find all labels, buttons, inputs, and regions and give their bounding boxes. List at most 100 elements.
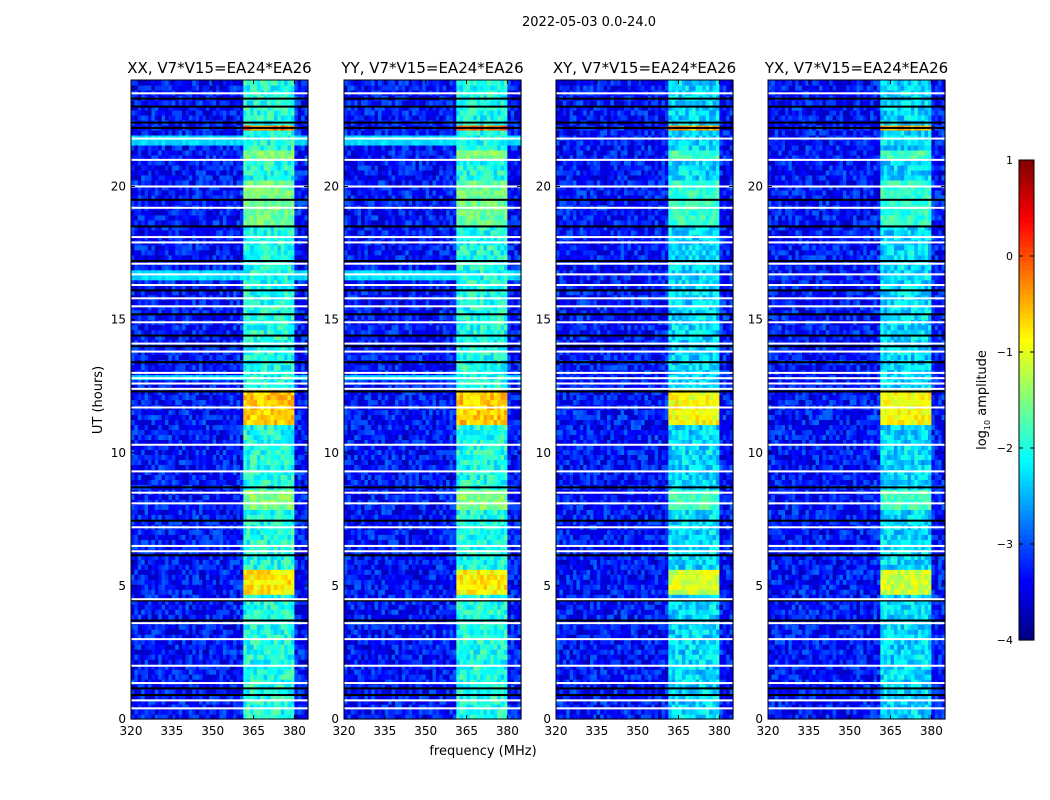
heatmap-cell: [280, 454, 285, 460]
heatmap-cell: [294, 474, 299, 480]
heatmap-cell: [158, 654, 163, 660]
heatmap-cell: [158, 424, 163, 431]
heatmap-cell: [168, 274, 173, 281]
heatmap-cell: [202, 284, 207, 291]
heatmap-cell: [168, 289, 173, 296]
heatmap-cell: [182, 309, 187, 316]
heatmap-cell: [216, 479, 221, 485]
heatmap-cell: [171, 659, 176, 665]
heatmap-cell: [178, 664, 183, 670]
heatmap-cell: [192, 694, 197, 700]
heatmap-cell: [253, 474, 258, 480]
heatmap-cell: [171, 279, 176, 286]
heatmap-cell: [171, 574, 176, 580]
heatmap-cell: [144, 499, 149, 505]
heatmap-cell: [154, 589, 159, 595]
heatmap-cell: [192, 309, 197, 316]
heatmap-cell: [195, 394, 200, 401]
heatmap-cell: [226, 244, 231, 251]
heatmap-cell: [294, 479, 299, 485]
heatmap-cell: [212, 519, 217, 525]
heatmap-cell: [212, 614, 217, 620]
heatmap-cell: [294, 599, 299, 605]
heatmap-cell: [205, 329, 210, 336]
heatmap-cell: [263, 714, 268, 720]
heatmap-cell: [199, 609, 204, 615]
heatmap-cell: [151, 669, 156, 675]
heatmap-cell: [141, 379, 146, 386]
heatmap-cell: [134, 599, 139, 605]
heatmap-cell: [148, 689, 153, 695]
heatmap-cell: [219, 644, 224, 650]
heatmap-cell: [202, 629, 207, 635]
heatmap-cell: [161, 529, 166, 535]
heatmap-cell: [277, 709, 282, 715]
heatmap-cell: [134, 334, 139, 341]
heatmap-cell: [148, 684, 153, 690]
heatmap-cell: [161, 594, 166, 600]
heatmap-cell: [236, 434, 241, 441]
heatmap-cell: [263, 409, 268, 416]
heatmap-cell: [239, 674, 244, 680]
heatmap-cell: [253, 569, 258, 575]
heatmap-cell: [137, 649, 142, 655]
heatmap-cell: [131, 659, 135, 665]
heatmap-cell: [209, 334, 214, 341]
heatmap-cell: [154, 609, 159, 615]
heatmap-cell: [304, 614, 309, 620]
heatmap-cell: [263, 699, 268, 705]
heatmap-cell: [158, 459, 163, 465]
heatmap-cell: [267, 599, 272, 605]
heatmap-cell: [290, 499, 295, 505]
heatmap-cell: [175, 474, 180, 480]
heatmap-cell: [287, 674, 292, 680]
heatmap-cell: [250, 364, 255, 371]
heatmap-cell: [246, 504, 251, 510]
heatmap-cell: [148, 399, 153, 406]
heatmap-cell: [161, 459, 166, 465]
heatmap-cell: [277, 554, 282, 560]
heatmap-cell: [297, 464, 302, 470]
heatmap-cell: [212, 334, 217, 341]
heatmap-cell: [192, 384, 197, 391]
heatmap-cell: [188, 284, 193, 291]
heatmap-cell: [219, 264, 224, 271]
heatmap-cell: [158, 429, 163, 436]
heatmap-cell: [219, 434, 224, 441]
heatmap-cell: [165, 644, 170, 650]
heatmap-cell: [260, 584, 265, 590]
heatmap-cell: [301, 269, 306, 276]
heatmap-cell: [256, 529, 261, 535]
heatmap-cell: [256, 674, 261, 680]
heatmap-cell: [158, 609, 163, 615]
heatmap-cell: [216, 419, 221, 426]
heatmap-cell: [151, 379, 156, 386]
heatmap-cell: [199, 334, 204, 341]
heatmap-cell: [239, 544, 244, 550]
heatmap-cell: [263, 414, 268, 421]
heatmap-cell: [267, 454, 272, 460]
heatmap-cell: [246, 604, 251, 610]
heatmap-cell: [154, 329, 159, 336]
heatmap-cell: [246, 409, 251, 416]
heatmap-cell: [273, 614, 278, 620]
heatmap-cell: [141, 544, 146, 550]
heatmap-cell: [131, 299, 135, 306]
heatmap-cell: [246, 669, 251, 675]
heatmap-cell: [131, 514, 135, 520]
heatmap-cell: [182, 584, 187, 590]
heatmap-cell: [222, 534, 227, 540]
heatmap-cell: [188, 694, 193, 700]
heatmap-cell: [277, 714, 282, 720]
heatmap-cell: [144, 664, 149, 670]
heatmap-cell: [168, 514, 173, 520]
heatmap-cell: [250, 284, 255, 291]
heatmap-cell: [243, 694, 248, 700]
heatmap-cell: [178, 314, 183, 321]
heatmap-cell: [222, 334, 227, 341]
heatmap-cell: [226, 514, 231, 520]
heatmap-cell: [270, 334, 275, 341]
heatmap-cell: [294, 274, 299, 281]
heatmap-cell: [304, 564, 309, 570]
heatmap-cell: [165, 304, 170, 311]
